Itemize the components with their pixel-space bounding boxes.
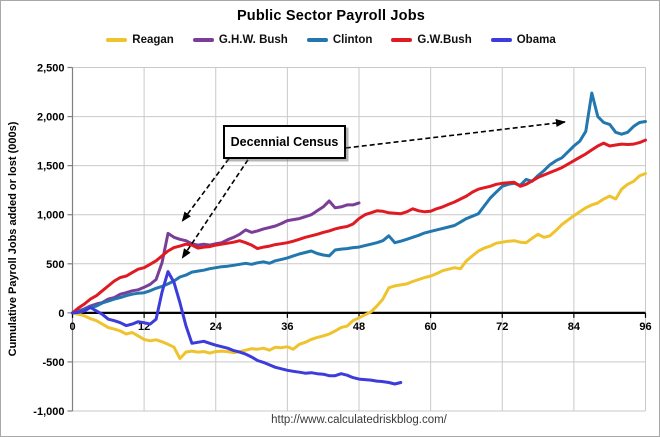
series-line-obama (71, 270, 403, 386)
legend-swatch-gw-bush-icon (391, 38, 413, 42)
series-lines (71, 91, 647, 386)
legend-swatch-ghw-bush-icon (192, 38, 214, 42)
x-tick-label: 96 (639, 321, 651, 333)
y-tick-label: 1,000 (37, 210, 65, 222)
annotation-arrows (181, 119, 566, 259)
census-arrow (181, 158, 230, 222)
x-tick-label: 0 (69, 321, 75, 333)
legend-label-gw-bush: G.W.Bush (417, 34, 472, 46)
y-tick-label: 0 (58, 308, 64, 320)
y-tick-label: 500 (46, 259, 64, 271)
legend-label-ghw-bush: G.H.W. Bush (218, 34, 288, 46)
series-line-clinton (71, 91, 647, 315)
annotation-decennial-census: Decennial Census (223, 125, 346, 159)
x-tick-label: 24 (210, 321, 223, 333)
y-tick-label: 2,000 (37, 112, 65, 124)
chart-legend: Reagan G.H.W. Bush Clinton G.W.Bush Obam… (1, 34, 659, 46)
x-tick-label: 60 (425, 321, 437, 333)
x-tick-label: 84 (568, 321, 581, 333)
legend-label-obama: Obama (516, 34, 556, 46)
x-tick-label: 72 (496, 321, 508, 333)
census-arrow (181, 159, 249, 259)
legend-swatch-reagan-icon (106, 38, 128, 42)
y-tick-label: -500 (42, 357, 64, 369)
legend-item-reagan: Reagan (106, 34, 174, 46)
series-line-reagan (71, 172, 647, 360)
legend-item-obama: Obama (490, 34, 556, 46)
legend-swatch-obama-icon (490, 38, 512, 42)
legend-swatch-clinton-icon (306, 38, 328, 42)
series-line-g-w-bush (71, 138, 647, 315)
legend-label-reagan: Reagan (132, 34, 174, 46)
legend-item-clinton: Clinton (306, 34, 373, 46)
x-tick-label: 36 (281, 321, 293, 333)
y-tick-label: 2,500 (37, 63, 65, 75)
y-tick-label: -1,000 (33, 406, 64, 418)
source-url: http://www.calculatedriskblog.com/ (271, 414, 447, 426)
legend-item-ghw-bush: G.H.W. Bush (192, 34, 288, 46)
y-axis-title: Cumulative Payroll Jobs added or lost (0… (7, 121, 19, 356)
y-tick-label: 1,500 (37, 161, 65, 173)
x-tick-label: 48 (353, 321, 365, 333)
legend-item-gw-bush: G.W.Bush (391, 34, 472, 46)
legend-label-clinton: Clinton (332, 34, 373, 46)
gridlines (72, 67, 646, 412)
census-arrow (345, 119, 566, 149)
chart-title: Public Sector Payroll Jobs (236, 8, 426, 24)
